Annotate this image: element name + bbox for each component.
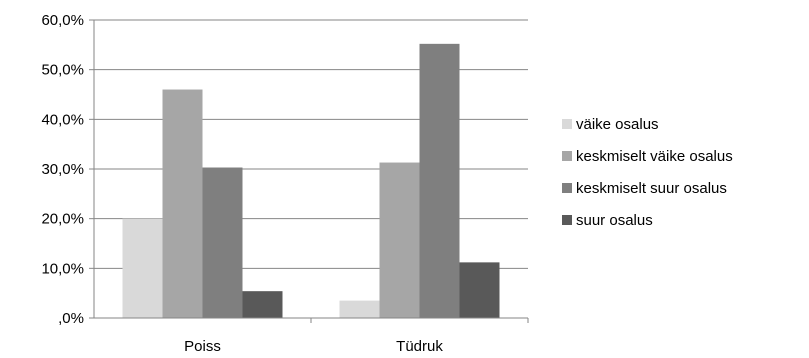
bars (122, 43, 500, 319)
legend: väike osalus keskmiselt väike osalus keskm… (562, 114, 733, 242)
y-tick-label: 50,0% (41, 62, 84, 79)
bar-poiss-series-1 (122, 218, 163, 318)
legend-item: keskmiselt väike osalus (562, 146, 733, 166)
legend-swatch (562, 183, 572, 193)
bar-poiss-series-3 (202, 167, 243, 318)
bar-poiss-series-4 (242, 291, 283, 318)
legend-swatch (562, 215, 572, 225)
legend-item: keskmiselt suur osalus (562, 178, 733, 198)
bar-tudruk-series-2 (379, 162, 420, 318)
legend-item: väike osalus (562, 114, 733, 134)
bar-tudruk-series-1 (339, 300, 380, 318)
y-tick-label: 30,0% (41, 161, 84, 178)
y-tick-label: ,0% (58, 310, 84, 327)
y-tick-label: 10,0% (41, 260, 84, 277)
x-tick-label: Tüdruk (396, 338, 443, 355)
legend-label: keskmiselt suur osalus (576, 179, 727, 197)
legend-label: keskmiselt väike osalus (576, 147, 733, 165)
y-tick-label: 20,0% (41, 211, 84, 228)
bar-poiss-series-2 (162, 89, 203, 319)
legend-swatch (562, 151, 572, 161)
legend-label: väike osalus (576, 115, 659, 133)
bar-tudruk-series-4 (459, 262, 500, 318)
legend-swatch (562, 119, 572, 129)
y-tick-label: 40,0% (41, 111, 84, 128)
bar-tudruk-series-3 (419, 43, 460, 319)
legend-label: suur osalus (576, 211, 653, 229)
legend-item: suur osalus (562, 210, 733, 230)
axes: ,0% 10,0% 20,0% 30,0% 40,0% 50,0% 60,0% Poiss Tü… (41, 12, 529, 355)
y-tick-label: 60,0% (41, 12, 84, 29)
x-tick-label: Poiss (184, 338, 221, 355)
